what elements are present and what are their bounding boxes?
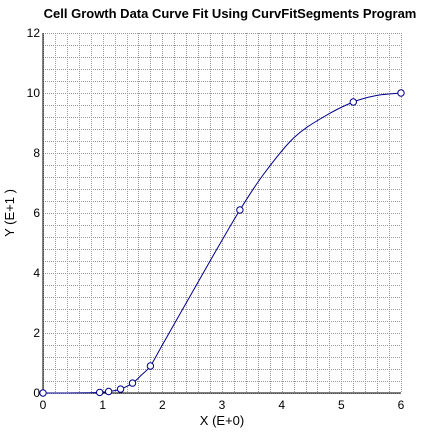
- y-axis-ticks: 0 2 4 6 8 10 12: [27, 26, 41, 400]
- y-tick-label: 4: [33, 266, 40, 280]
- y-tick-label: 0: [33, 386, 40, 400]
- y-axis-label: Y (E+1 ): [2, 189, 17, 237]
- data-point-marker: [116, 385, 125, 393]
- y-tick-label: 12: [27, 26, 41, 40]
- chart-title: Cell Growth Data Curve Fit Using CurvFit…: [44, 6, 417, 21]
- y-tick-label: 6: [33, 206, 40, 220]
- y-tick-label: 8: [33, 146, 40, 160]
- x-tick-label: 3: [219, 398, 226, 412]
- x-axis-label: X (E+0): [200, 413, 244, 428]
- data-point-marker: [128, 379, 137, 387]
- x-tick-label: 1: [99, 398, 106, 412]
- data-point-marker: [146, 362, 155, 370]
- grid: [43, 33, 402, 394]
- x-axis-ticks: 0 1 2 3 4 5 6: [40, 398, 405, 412]
- x-tick-label: 5: [338, 398, 345, 412]
- x-tick-label: 2: [159, 398, 166, 412]
- data-point-marker: [104, 387, 113, 396]
- data-point-marker: [95, 388, 104, 397]
- y-tick-label: 2: [33, 326, 40, 340]
- x-tick-label: 0: [40, 398, 47, 412]
- y-tick-label: 10: [27, 86, 41, 100]
- data-point-marker: [39, 389, 47, 397]
- data-point-marker: [397, 89, 405, 97]
- data-point-marker: [349, 98, 357, 106]
- x-tick-label: 6: [398, 398, 405, 412]
- data-point-marker: [236, 206, 244, 214]
- series: [39, 89, 405, 397]
- x-tick-label: 4: [278, 398, 285, 412]
